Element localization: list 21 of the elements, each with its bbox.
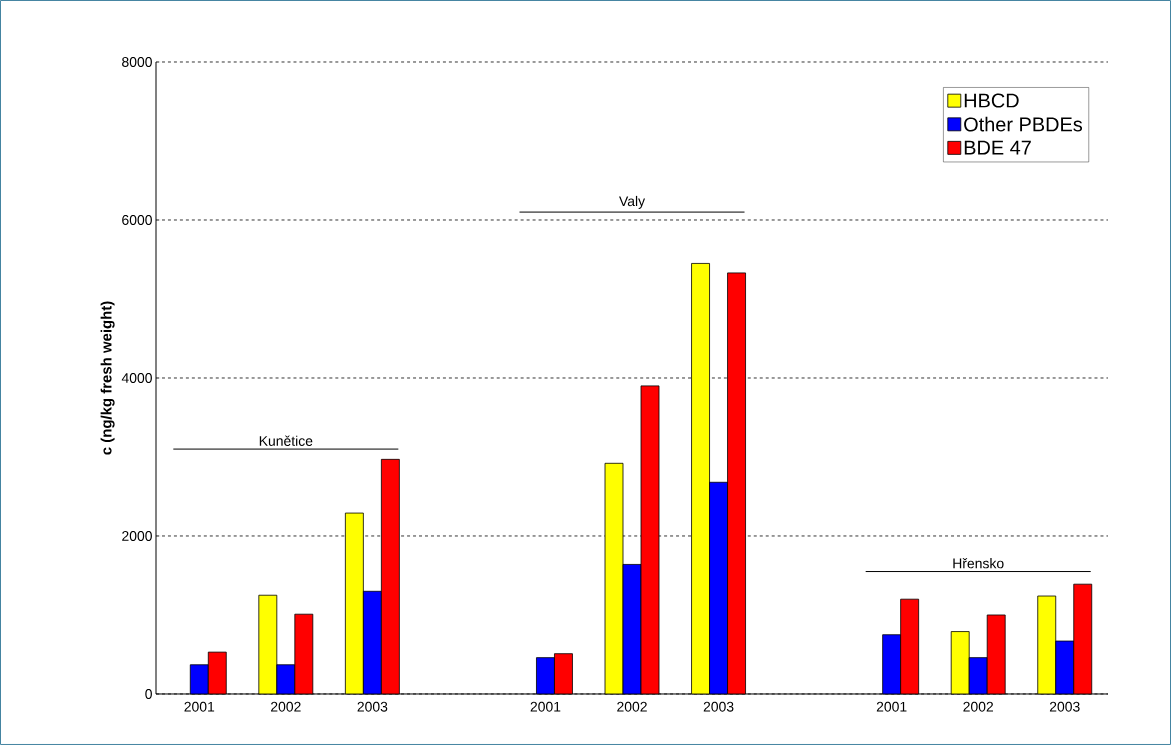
annotation: Hřensko (953, 558, 1004, 569)
y-tick-label: 6000 (122, 215, 152, 225)
x-tick-label: 2002 (963, 701, 994, 712)
annotation: Kunětice (259, 435, 313, 446)
x-tick-label: 2003 (1049, 701, 1080, 712)
y-axis-title: c (ng/kg fresh weight) (100, 301, 115, 455)
y-tick-label: 8000 (122, 57, 152, 67)
x-tick-label: 2001 (184, 701, 215, 712)
x-tick-label: 2002 (617, 701, 647, 712)
y-tick-label: 2000 (122, 531, 152, 541)
legend-label: BDE 47 (964, 140, 1031, 155)
x-tick-label: 2002 (271, 701, 301, 712)
x-tick-label: 2001 (530, 701, 561, 712)
legend-label: Other PBDEs (964, 116, 1083, 132)
x-tick-label: 2003 (703, 701, 734, 712)
legend-label: HBCD (964, 93, 1019, 108)
x-tick-label: 2003 (357, 701, 388, 712)
y-tick-label: 4000 (121, 373, 152, 383)
y-tick-label: 0 (145, 689, 152, 699)
annotation: Valy (619, 195, 646, 209)
x-tick-label: 2001 (876, 701, 907, 712)
